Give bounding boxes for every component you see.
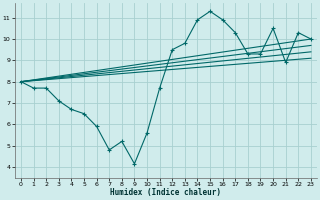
X-axis label: Humidex (Indice chaleur): Humidex (Indice chaleur): [110, 188, 221, 197]
